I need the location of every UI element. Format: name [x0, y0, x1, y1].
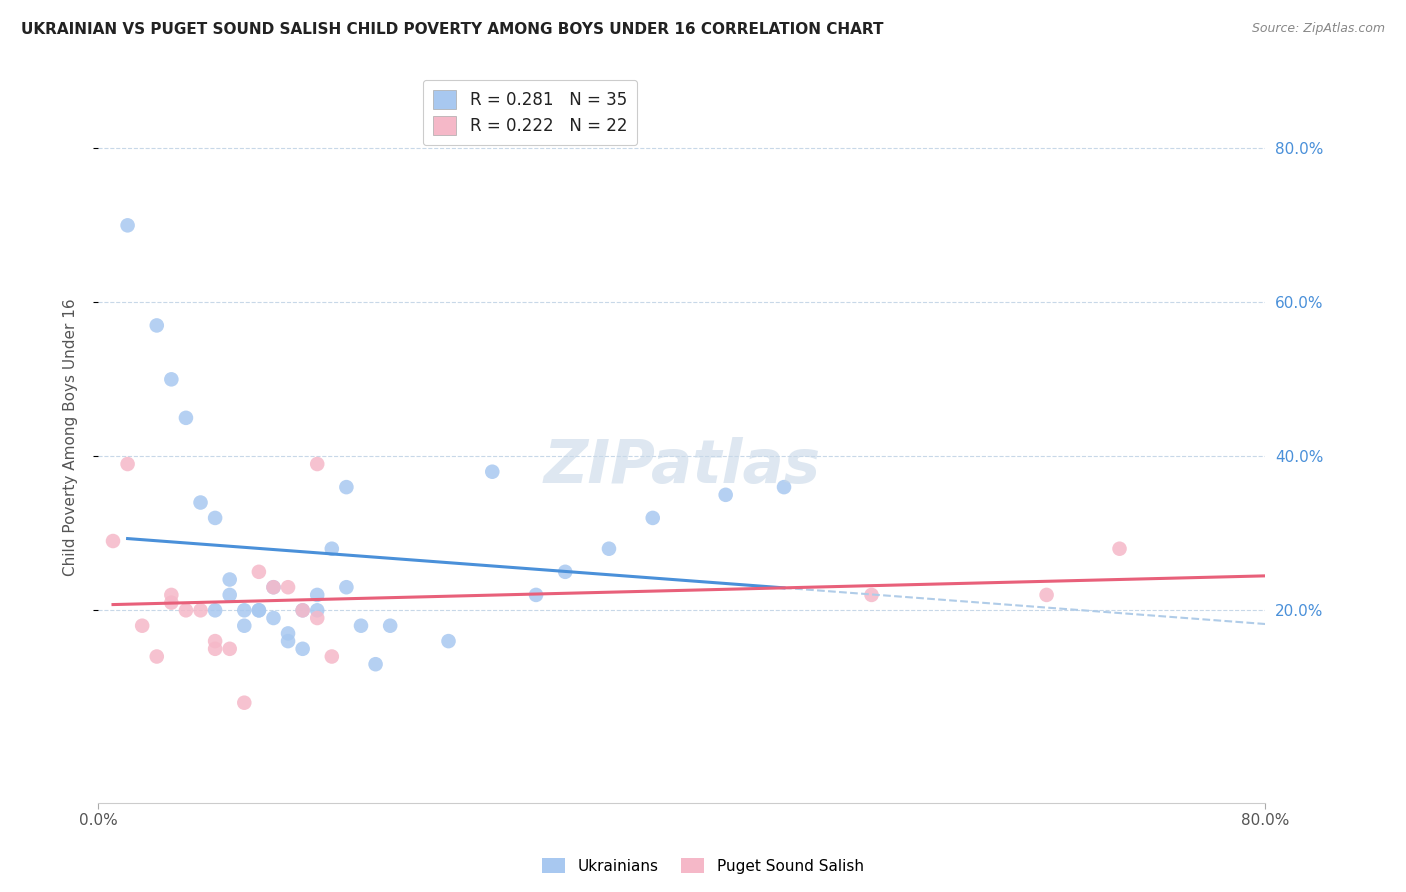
Point [247, 565, 270, 579]
Point [117, 457, 139, 471]
Point [160, 596, 183, 610]
Text: ZIPatlas: ZIPatlas [543, 437, 821, 496]
Point [277, 634, 299, 648]
Point [262, 580, 284, 594]
Point [554, 565, 576, 579]
Point [307, 588, 329, 602]
Point [247, 603, 270, 617]
Text: UKRAINIAN VS PUGET SOUND SALISH CHILD POVERTY AMONG BOYS UNDER 16 CORRELATION CH: UKRAINIAN VS PUGET SOUND SALISH CHILD PO… [21, 22, 883, 37]
Point [291, 641, 314, 656]
Legend: R = 0.281   N = 35, R = 0.222   N = 22: R = 0.281 N = 35, R = 0.222 N = 22 [423, 79, 637, 145]
Point [190, 603, 212, 617]
Point [335, 480, 357, 494]
Point [262, 580, 284, 594]
Point [174, 410, 197, 425]
Point [204, 641, 226, 656]
Text: Source: ZipAtlas.com: Source: ZipAtlas.com [1251, 22, 1385, 36]
Point [174, 603, 197, 617]
Point [262, 611, 284, 625]
Point [291, 603, 314, 617]
Point [117, 219, 139, 233]
Y-axis label: Child Poverty Among Boys Under 16: Child Poverty Among Boys Under 16 [63, 298, 77, 576]
Point [773, 480, 796, 494]
Point [524, 588, 547, 602]
Point [1035, 588, 1057, 602]
Legend: Ukrainians, Puget Sound Salish: Ukrainians, Puget Sound Salish [536, 852, 870, 880]
Point [307, 457, 329, 471]
Point [160, 588, 183, 602]
Point [277, 626, 299, 640]
Point [321, 649, 343, 664]
Point [598, 541, 620, 556]
Point [233, 618, 256, 632]
Point [146, 649, 169, 664]
Point [321, 541, 343, 556]
Point [481, 465, 503, 479]
Point [641, 511, 664, 525]
Point [307, 611, 329, 625]
Point [218, 573, 240, 587]
Point [204, 634, 226, 648]
Point [291, 603, 314, 617]
Point [437, 634, 460, 648]
Point [277, 580, 299, 594]
Point [714, 488, 737, 502]
Point [233, 603, 256, 617]
Point [233, 696, 256, 710]
Point [131, 618, 153, 632]
Point [218, 588, 240, 602]
Point [101, 534, 124, 549]
Point [146, 318, 169, 333]
Point [160, 372, 183, 386]
Point [307, 603, 329, 617]
Point [350, 618, 373, 632]
Point [1108, 541, 1130, 556]
Point [335, 580, 357, 594]
Point [218, 641, 240, 656]
Point [860, 588, 883, 602]
Point [247, 603, 270, 617]
Point [364, 657, 387, 672]
Point [190, 495, 212, 509]
Point [204, 603, 226, 617]
Point [204, 511, 226, 525]
Point [378, 618, 402, 632]
